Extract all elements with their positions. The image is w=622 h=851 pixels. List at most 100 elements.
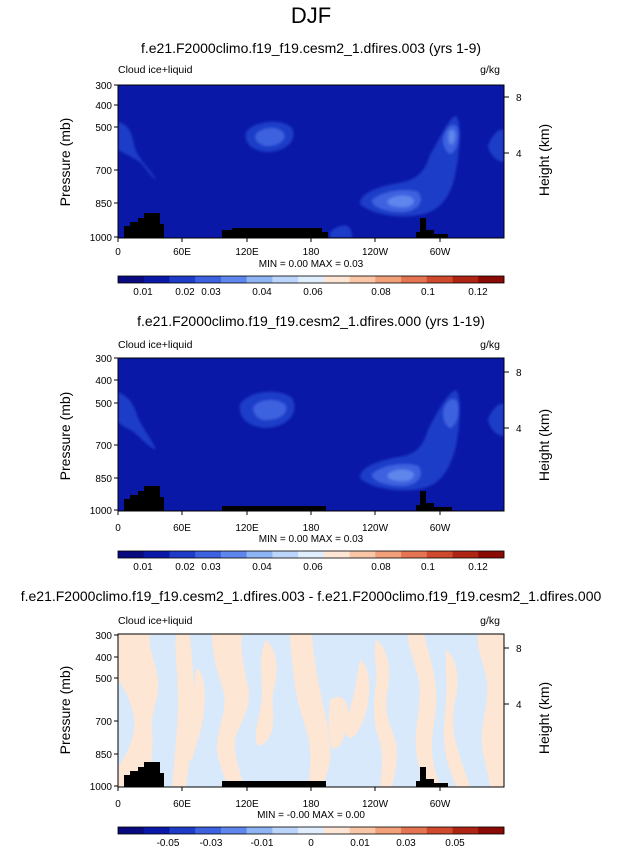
colorbar-label: 0.06 xyxy=(303,562,323,573)
colorbar-label: 0.04 xyxy=(252,562,272,573)
variable-label: Cloud ice+liquid xyxy=(118,339,193,351)
diff-contour xyxy=(172,634,195,787)
height-axis-label: Height (km) xyxy=(536,409,552,481)
colorbar-cell xyxy=(452,827,479,834)
colorbar-cell xyxy=(272,276,299,283)
colorbar-cell xyxy=(349,827,376,834)
x-tick-label: 120E xyxy=(235,799,259,810)
colorbar-label: 0.1 xyxy=(421,287,435,298)
colorbar-cell xyxy=(401,827,428,834)
cloud-contour xyxy=(330,225,352,238)
units-label: g/kg xyxy=(480,339,500,351)
left-axis: 300 400 500 700 850 1000 Pressure (mb) xyxy=(57,81,118,244)
colorbar-label: -0.05 xyxy=(157,838,180,849)
colorbar-frame xyxy=(117,826,505,835)
colorbar-label: 0.04 xyxy=(252,287,272,298)
x-tick-label: 120E xyxy=(235,523,259,534)
y-tick-label: 850 xyxy=(95,474,112,485)
colorbar-cell xyxy=(246,276,273,283)
colorbar-cell xyxy=(220,551,247,558)
colorbar-cell xyxy=(375,827,402,834)
y-axis-label: Pressure (mb) xyxy=(57,666,73,755)
panel-2: f.e21.F2000climo.f19_f19.cesm2_1.dfires.… xyxy=(57,313,552,573)
colorbar-label: 0.03 xyxy=(201,287,221,298)
colorbar-cell xyxy=(169,827,196,834)
x-tick-label: 180 xyxy=(303,247,320,258)
units-label: g/kg xyxy=(480,64,500,76)
colorbar-cell xyxy=(426,827,453,834)
x-tick-label: 60W xyxy=(430,247,451,258)
diff-contour xyxy=(255,640,277,746)
colorbar-cell xyxy=(169,276,196,283)
colorbar-cell xyxy=(401,276,428,283)
colorbar-cells xyxy=(117,550,505,559)
colorbar-cell xyxy=(272,551,299,558)
y-tick-label: 500 xyxy=(95,123,112,134)
x-tick-label: 120E xyxy=(235,247,259,258)
cloud-contour xyxy=(443,399,459,428)
min-max-stats: MIN = 0.00 MAX = 0.03 xyxy=(259,259,364,270)
colorbar-label: 0.03 xyxy=(396,838,416,849)
y-axis-label: Pressure (mb) xyxy=(57,118,73,207)
x-tick-label: 120W xyxy=(362,799,389,810)
colorbar-label: 0.01 xyxy=(133,287,153,298)
units-label: g/kg xyxy=(480,615,500,627)
colorbar-cell xyxy=(246,827,273,834)
height-axis-label: Height (km) xyxy=(536,124,552,196)
cloud-contour xyxy=(387,195,414,208)
colorbar-cell xyxy=(375,551,402,558)
figure-title: DJF xyxy=(291,3,331,28)
min-max-stats: MIN = -0.00 MAX = 0.00 xyxy=(257,810,365,821)
colorbar-cell xyxy=(143,276,170,283)
y-tick-label: 400 xyxy=(95,376,112,387)
variable-label: Cloud ice+liquid xyxy=(118,615,193,627)
diff-contour xyxy=(346,660,370,738)
x-tick-label: 120W xyxy=(362,247,389,258)
colorbar-cell xyxy=(478,827,505,834)
cloud-contour xyxy=(253,400,287,420)
panel-1: f.e21.F2000climo.f19_f19.cesm2_1.dfires.… xyxy=(57,40,552,298)
height-tick-label: 4 xyxy=(516,149,522,160)
colorbar-frame xyxy=(117,550,505,559)
colorbar-label: 0.1 xyxy=(421,562,435,573)
colorbar-cell xyxy=(118,827,145,834)
height-tick-label: 4 xyxy=(516,424,522,435)
cloud-contour xyxy=(255,128,285,146)
cloud-contour xyxy=(448,129,455,145)
y-tick-label: 400 xyxy=(95,653,112,664)
terrain xyxy=(124,762,448,787)
colorbar-label: 0.12 xyxy=(468,287,488,298)
height-tick-label: 8 xyxy=(516,644,522,655)
colorbar-cell xyxy=(220,827,247,834)
colorbar-cell xyxy=(143,551,170,558)
colorbar-cell xyxy=(298,551,325,558)
difference-contours xyxy=(118,634,504,787)
diff-contour xyxy=(118,634,159,787)
left-axis: 300 400 500 700 850 1000 Pressure (mb) xyxy=(57,354,118,517)
colorbar-cell xyxy=(478,276,505,283)
x-tick-label: 60W xyxy=(430,799,451,810)
colorbar-cell xyxy=(118,276,145,283)
x-tick-label: 0 xyxy=(115,523,121,534)
colorbar-label: 0.06 xyxy=(303,287,323,298)
colorbar-label: 0.01 xyxy=(133,562,153,573)
colorbar-cell xyxy=(323,276,350,283)
colorbar-label: 0.01 xyxy=(350,838,370,849)
cloud-contour xyxy=(488,403,504,436)
panel-title: f.e21.F2000climo.f19_f19.cesm2_1.dfires.… xyxy=(21,588,602,604)
colorbar-cell xyxy=(220,276,247,283)
colorbar-label: 0.02 xyxy=(175,287,195,298)
diff-contour xyxy=(477,634,504,787)
y-tick-label: 300 xyxy=(95,631,112,642)
height-tick-label: 4 xyxy=(516,700,522,711)
x-tick-label: 0 xyxy=(115,799,121,810)
terrain xyxy=(124,486,452,511)
colorbar-cell xyxy=(478,551,505,558)
diff-contour xyxy=(290,634,331,787)
variable-label: Cloud ice+liquid xyxy=(118,64,193,76)
colorbar-cell xyxy=(169,551,196,558)
x-tick-label: 0 xyxy=(115,247,121,258)
panel-3: f.e21.F2000climo.f19_f19.cesm2_1.dfires.… xyxy=(21,588,602,849)
plot-area xyxy=(117,633,505,788)
